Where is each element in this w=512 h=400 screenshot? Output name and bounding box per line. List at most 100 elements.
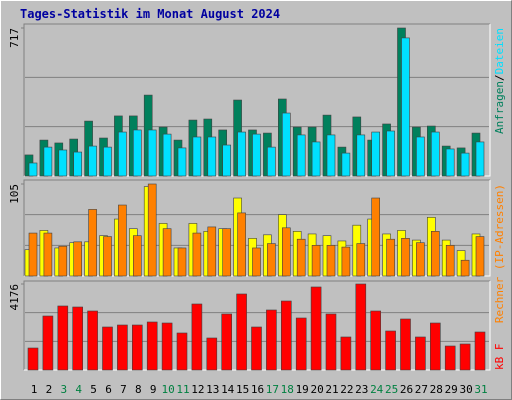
bar — [311, 141, 321, 177]
bar — [73, 151, 82, 177]
bar — [132, 324, 143, 371]
x-tick-label: 21 — [325, 383, 338, 396]
bar — [222, 228, 231, 277]
bar — [415, 336, 426, 371]
x-tick-label: 1 — [31, 383, 38, 396]
x-tick-label: 11 — [176, 383, 189, 396]
bar — [386, 130, 395, 177]
bar — [445, 245, 455, 277]
bar — [340, 336, 352, 371]
x-tick-label: 6 — [105, 383, 112, 396]
bar — [222, 144, 231, 177]
plot-border — [23, 179, 490, 276]
x-tick-label: 8 — [135, 383, 142, 396]
bar — [27, 347, 39, 371]
x-tick-label: 24 — [370, 383, 384, 396]
bar — [444, 345, 456, 371]
bar — [430, 131, 440, 177]
x-tick-label: 19 — [296, 383, 309, 396]
bar — [341, 246, 351, 277]
bar — [311, 245, 321, 277]
x-tick-label: 14 — [221, 383, 235, 396]
bar — [177, 147, 187, 177]
bar — [207, 136, 217, 177]
bar — [325, 313, 337, 371]
bar — [370, 310, 382, 371]
bar — [475, 141, 485, 177]
x-tick-label: 31 — [474, 383, 487, 396]
bar — [147, 183, 157, 277]
x-tick-label: 16 — [251, 383, 264, 396]
bar — [371, 131, 381, 177]
x-tick-label: 3 — [60, 383, 67, 396]
bar — [147, 129, 157, 177]
legend-entry: Anfragen — [493, 81, 506, 134]
bar — [237, 212, 246, 277]
bar — [281, 227, 291, 277]
x-tick-label: 23 — [355, 383, 368, 396]
x-tick-label: 7 — [120, 383, 127, 396]
bar — [118, 131, 127, 177]
bar — [326, 134, 336, 177]
bar — [118, 204, 127, 277]
bar — [296, 134, 306, 177]
bar — [43, 232, 53, 277]
plot-border — [23, 280, 490, 370]
legend-entry: Dateien — [493, 28, 506, 74]
bar — [296, 238, 306, 277]
bar — [72, 306, 83, 371]
x-tick-label: 15 — [236, 383, 249, 396]
bar — [28, 232, 38, 277]
bar — [206, 337, 218, 371]
legend-entry: Rechner (IP-Adressen) — [493, 184, 506, 323]
x-tick-label: 13 — [206, 383, 219, 396]
bar — [266, 309, 277, 371]
bar — [103, 146, 112, 177]
bar — [385, 330, 396, 371]
bar — [416, 136, 425, 177]
bar — [133, 235, 142, 277]
x-tick-label: 26 — [400, 383, 413, 396]
bar — [310, 286, 322, 371]
bar — [267, 146, 276, 177]
bar — [42, 315, 54, 371]
x-tick-label: 5 — [90, 383, 97, 396]
bar — [73, 241, 82, 277]
y-tick-label: 717 — [8, 28, 21, 48]
x-tick-label: 18 — [281, 383, 294, 396]
bar — [475, 236, 485, 277]
bar — [281, 112, 291, 177]
plot-border — [23, 23, 490, 176]
bar — [43, 146, 53, 177]
bar — [252, 247, 261, 277]
y-tick-label: 4176 — [8, 284, 21, 311]
bar — [192, 232, 202, 277]
bar — [103, 236, 112, 277]
y-tick-label: 105 — [8, 184, 21, 204]
x-tick-label: 20 — [310, 383, 323, 396]
x-tick-label: 25 — [385, 383, 398, 396]
bar — [162, 228, 172, 277]
x-tick-label: 12 — [191, 383, 204, 396]
bar — [401, 238, 410, 277]
x-tick-label: 30 — [459, 383, 472, 396]
bar — [295, 317, 307, 371]
x-tick-label: 10 — [161, 383, 174, 396]
bar — [117, 324, 128, 371]
bar — [460, 259, 470, 277]
bar — [57, 305, 69, 371]
bar — [88, 145, 97, 177]
bar — [326, 245, 336, 277]
bar — [87, 310, 98, 371]
bar — [459, 343, 471, 371]
bar — [251, 326, 262, 371]
x-tick-label: 17 — [266, 383, 279, 396]
x-tick-label: 22 — [340, 383, 353, 396]
legend-entry: kB F — [493, 344, 506, 371]
bar — [356, 243, 366, 277]
legend: kB F — [493, 344, 506, 371]
bar — [28, 162, 38, 177]
bar — [280, 300, 292, 371]
